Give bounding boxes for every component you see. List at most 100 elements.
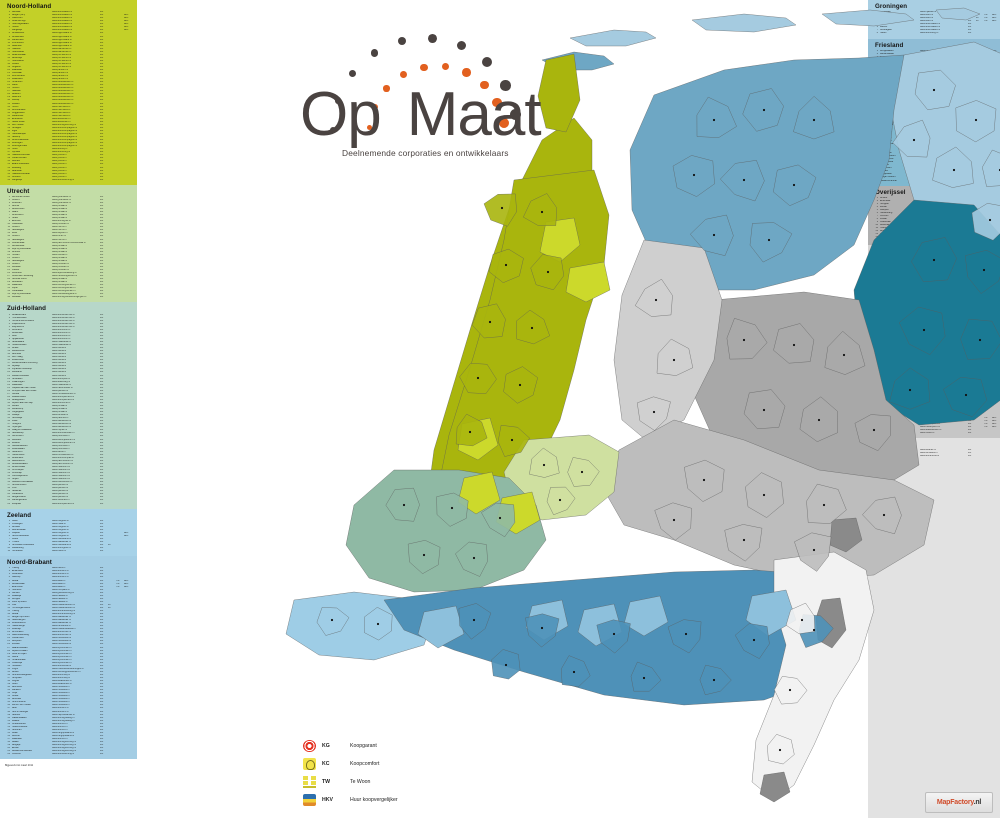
- corporation-url[interactable]: www.maasdelta.nl: [52, 383, 71, 386]
- corporation-url[interactable]: www.portaal.nl: [52, 217, 68, 220]
- corporation-url[interactable]: www.portaal.nl: [52, 247, 68, 250]
- corporation-url[interactable]: www.maasdelta.nl: [52, 344, 71, 347]
- corporation-url[interactable]: www.welwonen.nl: [52, 120, 71, 123]
- corporation-url[interactable]: www.portaal.nl: [52, 405, 68, 407]
- corporation-url[interactable]: www.woonwaard.nl: [52, 26, 72, 29]
- muni-nb-b[interactable]: [525, 614, 559, 647]
- corporation-url[interactable]: www.bernardus.nl: [52, 625, 71, 628]
- corporation-url[interactable]: www.heuvelrugwonen.nl: [52, 275, 78, 278]
- corporation-url[interactable]: www.parteon.nl: [52, 69, 68, 72]
- muni-zh-d[interactable]: [408, 540, 440, 573]
- corporation-url[interactable]: www.waardwonen.nl: [920, 429, 942, 432]
- corporation-url[interactable]: www.dudokwonen.nl: [52, 99, 74, 102]
- corporation-url[interactable]: www.brabantwonen.nl: [52, 603, 75, 606]
- corporation-url[interactable]: www.stadlander.nl: [52, 541, 71, 543]
- corporation-url[interactable]: www.vestia.nl: [52, 356, 67, 359]
- muni-friesland-c[interactable]: [793, 96, 834, 139]
- corporation-url[interactable]: www.woningbelang.nl: [52, 719, 75, 722]
- nh-accent-2[interactable]: [566, 262, 610, 302]
- muni-nb-c[interactable]: [597, 620, 631, 653]
- corporation-url[interactable]: www.portaal.nl: [52, 205, 68, 208]
- corporation-url[interactable]: www.mooiland.nl: [52, 692, 70, 695]
- corporation-url[interactable]: www.kleurrijkwonen.nl: [52, 438, 75, 441]
- corporation-url[interactable]: www.intermaris.nl: [52, 114, 71, 117]
- muni-drenthe-f[interactable]: [943, 377, 987, 417]
- corporation-url[interactable]: www.woonwaard.nl: [52, 29, 72, 32]
- corporation-url[interactable]: www.servatius.nl: [920, 452, 938, 455]
- corporation-url[interactable]: www.portaal.nl: [52, 281, 68, 284]
- corporation-url[interactable]: www.wijkontwikkeling.nl: [52, 272, 77, 275]
- corporation-url[interactable]: www.vestia.nl: [52, 371, 67, 374]
- corporation-url[interactable]: www.vestia.nl: [52, 350, 67, 353]
- corporation-url[interactable]: www.portaal.nl: [52, 278, 68, 281]
- corporation-url[interactable]: www.woningstichting.nl: [52, 747, 76, 750]
- corporation-url[interactable]: www.woningstichting.nl: [52, 740, 76, 743]
- corporation-url[interactable]: www.alwel.nl: [52, 582, 66, 585]
- corporation-url[interactable]: www.hwwonen.nl: [52, 478, 70, 481]
- corporation-url[interactable]: www.parteon.nl: [52, 75, 68, 78]
- corporation-url[interactable]: www.woonwaard.nl: [52, 23, 72, 26]
- muni-groningen-c[interactable]: [933, 147, 974, 188]
- corporation-url[interactable]: www.mitros.nl: [52, 229, 67, 232]
- corporation-url[interactable]: www.portaal.nl: [52, 250, 68, 253]
- corporation-url[interactable]: www.provides.nl: [52, 262, 69, 265]
- corporation-url[interactable]: www.clavis.nl: [52, 550, 66, 553]
- corporation-url[interactable]: www.seyster.nl: [52, 232, 68, 235]
- corporation-url[interactable]: www.qwonen.nl: [52, 490, 69, 493]
- muni-zeeland-a[interactable]: [317, 607, 349, 635]
- muni-nh-a[interactable]: [484, 194, 517, 226]
- muni-overijssel-b[interactable]: [774, 324, 814, 364]
- muni-flevoland-a[interactable]: [635, 279, 672, 316]
- corporation-url[interactable]: www.stadlander.nl: [52, 622, 71, 625]
- corporation-url[interactable]: www.patrimonium.nl: [52, 462, 73, 465]
- corporation-url[interactable]: www.stekwonen.nl: [52, 426, 72, 429]
- corporation-url[interactable]: www.leystromen.nl: [52, 646, 72, 649]
- netherlands-map[interactable]: [274, 0, 1000, 818]
- corporation-url[interactable]: www.patrimonium-veenendaal.nl: [52, 241, 86, 244]
- corporation-url[interactable]: www.woonforte.nl: [52, 401, 71, 404]
- muni-overijssel-c[interactable]: [825, 331, 865, 374]
- corporation-url[interactable]: www.eigenhaard.nl: [52, 38, 72, 41]
